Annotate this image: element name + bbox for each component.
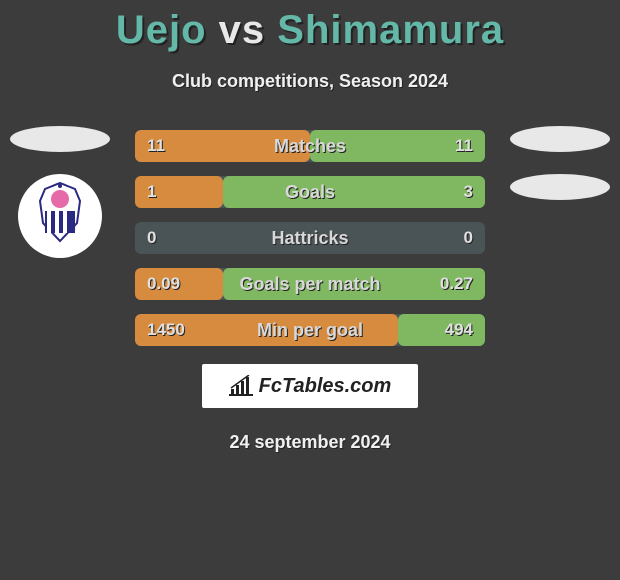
- branding-box: FcTables.com: [202, 364, 418, 408]
- crest-icon: [25, 181, 95, 251]
- stat-label: Goals: [135, 176, 485, 208]
- stats-rows: 1111Matches 13Goals 00Hattricks 0.090.27Goa…: [135, 130, 485, 346]
- stat-label: Matches: [135, 130, 485, 162]
- player-name-placeholder: [510, 126, 610, 152]
- stat-row: 00Hattricks: [135, 222, 485, 254]
- stat-row: 1450494Min per goal: [135, 314, 485, 346]
- subtitle: Club competitions, Season 2024: [0, 71, 620, 92]
- stat-label: Goals per match: [135, 268, 485, 300]
- comparison-card: Uejo vs Shimamura Club competitions, Sea…: [0, 0, 620, 580]
- stat-row: 1111Matches: [135, 130, 485, 162]
- branding-text: FcTables.com: [259, 375, 392, 398]
- stat-label: Min per goal: [135, 314, 485, 346]
- right-player-column: [510, 126, 610, 222]
- stat-row: 13Goals: [135, 176, 485, 208]
- stat-row: 0.090.27Goals per match: [135, 268, 485, 300]
- title-vs: vs: [219, 8, 266, 52]
- title-player1: Uejo: [116, 8, 207, 52]
- title-player2: Shimamura: [277, 8, 504, 52]
- content-area: 1111Matches 13Goals 00Hattricks 0.090.27Goa…: [0, 130, 620, 346]
- date-text: 24 september 2024: [0, 432, 620, 453]
- page-title: Uejo vs Shimamura: [0, 0, 620, 53]
- team-crest: [18, 174, 102, 258]
- team-crest-placeholder: [510, 174, 610, 200]
- bar-chart-icon: [229, 375, 255, 397]
- stat-label: Hattricks: [135, 222, 485, 254]
- left-player-column: [10, 126, 110, 258]
- player-name-placeholder: [10, 126, 110, 152]
